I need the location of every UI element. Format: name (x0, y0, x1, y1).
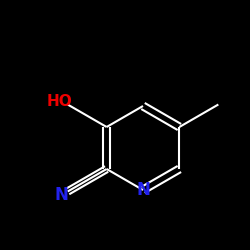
Text: N: N (136, 181, 150, 199)
Text: N: N (55, 186, 68, 204)
Text: HO: HO (47, 94, 73, 110)
